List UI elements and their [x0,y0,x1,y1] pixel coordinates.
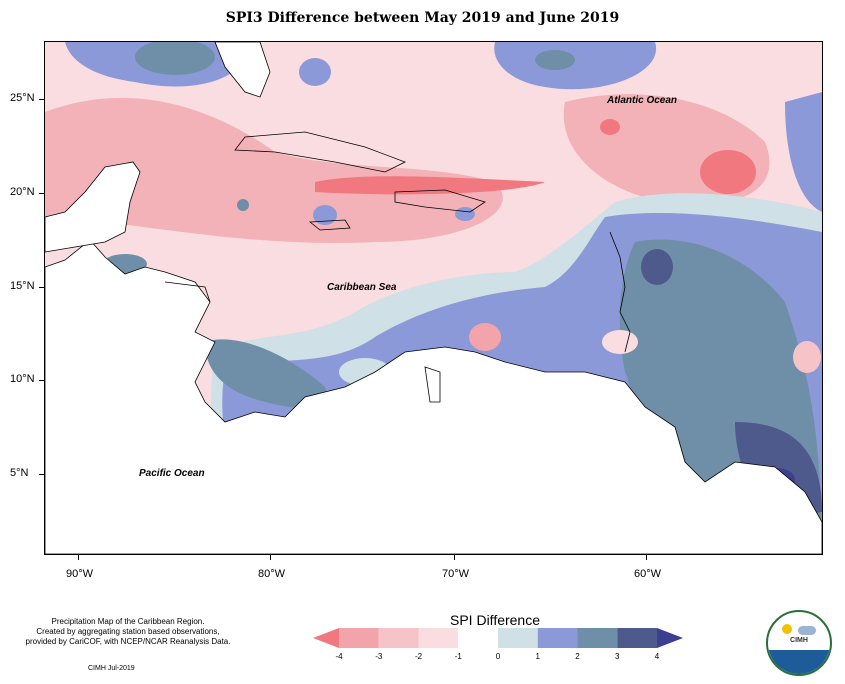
lat-tick [39,380,44,381]
maracaibo-outline [424,366,441,403]
lat-tick [39,99,44,100]
caption-line: Created by aggregating station based obs… [36,627,220,636]
map-panel: Atlantic Ocean Caribbean Sea Pacific Oce… [44,41,823,555]
legend-cell [418,628,459,648]
jamaica-outline [308,219,351,231]
legend-cap-left [313,628,339,648]
cimh-logo: CIMH [766,610,832,676]
cuba-outline [234,131,406,173]
legend-cell [458,628,498,648]
sun-icon [782,624,792,634]
legend-cap-right [657,628,683,648]
lon-tick-label: 80°W [258,568,286,580]
legend-tick-label: 4 [654,652,660,661]
legend-tick-label: 3 [615,652,620,661]
lat-tick-label: 10°N [10,373,35,385]
cloud-icon [798,626,816,635]
map-title: SPI3 Difference between May 2019 and Jun… [225,10,620,26]
south-america-landmass [45,239,822,554]
lat-tick [39,287,44,288]
legend-tick-label: 2 [575,652,580,661]
florida-landmass [214,42,271,98]
lon-tick [454,554,455,560]
lon-tick [78,554,79,560]
lesser-antilles-outline [609,231,631,353]
legend-cell [339,628,379,648]
logo-text: CIMH [790,637,808,644]
lat-tick-label: 25°N [10,92,35,104]
lat-tick-label: 15°N [10,280,35,292]
caribbean-sea-label: Caribbean Sea [327,282,397,293]
lat-tick [39,193,44,194]
legend-tick-label: -4 [335,652,343,661]
legend-tick-label: -1 [454,652,462,661]
legend-cell [577,628,618,648]
lon-tick [646,554,647,560]
lat-tick-label: 5°N [10,467,29,479]
legend-title: SPI Difference [450,612,541,628]
lon-tick [270,554,271,560]
legend-tick-label: -2 [414,652,423,661]
legend-tick-label: -3 [375,652,383,661]
hispaniola-outline [394,189,486,213]
atlantic-ocean-label: Atlantic Ocean [607,95,678,106]
lon-tick-label: 70°W [442,568,470,580]
legend-cell [617,628,657,648]
legend-cell [498,628,538,648]
lon-tick-label: 60°W [634,568,662,580]
caption-line: provided by CariCOF, with NCEP/NCAR Rean… [25,637,231,646]
lon-tick-label: 90°W [66,568,94,580]
map-caption: Precipitation Map of the Caribbean Regio… [18,617,238,647]
credit-text: CIMH Jul-2019 [88,665,135,672]
legend-colorbar [313,628,683,648]
logo-wave-band [768,650,830,674]
legend-cell [378,628,419,648]
lat-tick-label: 20°N [10,186,35,198]
lat-tick [39,474,44,475]
caption-line: Precipitation Map of the Caribbean Regio… [51,617,205,626]
spi-field [45,42,822,554]
legend-tick-label: 1 [535,652,540,661]
pacific-ocean-label: Pacific Ocean [139,468,205,479]
legend-tick-label: 0 [495,652,501,661]
legend-cell [537,628,578,648]
yucatan-landmass [45,161,141,253]
